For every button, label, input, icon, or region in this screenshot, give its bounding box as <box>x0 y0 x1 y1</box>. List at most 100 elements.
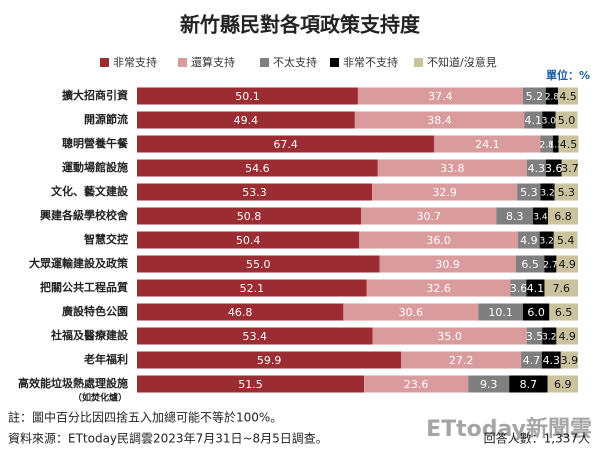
value-label: 4.9 <box>558 330 576 343</box>
legend-label: 不太支持 <box>273 55 317 69</box>
value-label: 8.7 <box>520 378 538 391</box>
respondents: 回答人數：1,337人 <box>484 431 590 446</box>
category-label: 開源節流 <box>84 112 128 126</box>
value-label: 67.4 <box>273 138 298 151</box>
value-label: 4.1 <box>524 114 542 127</box>
bar-segment <box>379 255 516 273</box>
value-label: 3.2 <box>540 189 554 199</box>
note: 資料來源：ETtoday民調雲2023年7月31日~8月5日調查。 <box>8 432 328 446</box>
value-label: 32.9 <box>432 186 457 199</box>
bar-segment <box>545 159 562 177</box>
bar-segment <box>372 327 527 345</box>
bar-segment <box>554 183 578 201</box>
value-label: 4.7 <box>523 354 541 367</box>
bar-segment <box>556 255 578 273</box>
bar-segment <box>542 111 556 129</box>
value-label: 5.0 <box>558 114 576 127</box>
bar-segment <box>558 87 578 105</box>
chart-title: 新竹縣民對各項政策支持度 <box>180 13 421 37</box>
bar-segment <box>359 231 519 249</box>
bar-segment <box>524 111 543 129</box>
bar-segment <box>522 87 546 105</box>
bar-segment <box>372 183 518 201</box>
bar-segment <box>561 159 578 177</box>
value-label: 30.6 <box>399 306 424 319</box>
category-label: 擴大招商引資 <box>62 88 128 102</box>
watermark: ETtoday新聞雲 <box>426 416 592 442</box>
bar-segment <box>364 375 469 393</box>
category-label: 大眾運輸建設及政策 <box>29 256 129 270</box>
value-label: 52.1 <box>240 282 265 295</box>
category-label: 智慧交控 <box>84 232 128 246</box>
category-label: 社福及醫療建設 <box>50 328 129 342</box>
value-label: 5.3 <box>520 186 538 199</box>
bar-segment <box>540 135 553 153</box>
category-label: 聰明營養午餐 <box>62 136 129 150</box>
bar-segment <box>552 135 559 153</box>
value-label: 30.7 <box>416 210 441 223</box>
bar-segment <box>354 111 525 129</box>
legend-label: 還算支持 <box>191 55 235 69</box>
bar-segment <box>509 375 548 393</box>
value-label: 37.4 <box>428 90 453 103</box>
category-label: 老年福利 <box>83 352 128 366</box>
bar-segment <box>544 255 557 273</box>
value-label: 3.7 <box>561 162 579 175</box>
value-label: 6.5 <box>555 306 573 319</box>
legend-swatch <box>260 58 269 67</box>
value-label: 32.6 <box>426 282 451 295</box>
value-label: 5.3 <box>558 186 576 199</box>
bar-segment <box>137 111 355 129</box>
bar-segment <box>556 327 578 345</box>
bar-segment <box>533 207 549 225</box>
bar-segment <box>526 159 546 177</box>
bar-segment <box>137 135 435 153</box>
bar-segment <box>539 231 554 249</box>
value-label: 53.4 <box>242 330 267 343</box>
value-label: 55.0 <box>246 258 271 271</box>
bar-segment <box>549 303 578 321</box>
unit-label: 單位：% <box>546 68 590 82</box>
bar-segment <box>137 279 367 297</box>
category-label: 高效能垃圾熱處理設施 <box>18 376 128 390</box>
value-label: 59.9 <box>257 354 282 367</box>
bar-segment <box>555 111 578 129</box>
bar-segment <box>137 375 365 393</box>
bar-segment <box>357 87 523 105</box>
category-label: 把關公共工程品質 <box>40 280 128 294</box>
bar-segment <box>548 207 578 225</box>
value-label: 7.6 <box>552 282 570 295</box>
bar-segment <box>468 375 510 393</box>
bar-segment <box>553 231 578 249</box>
value-label: 5.4 <box>557 234 575 247</box>
bar-segment <box>515 255 545 273</box>
value-label: 4.9 <box>520 234 538 247</box>
legend-label: 不知道/沒意見 <box>427 55 497 69</box>
value-label: 4.9 <box>558 258 576 271</box>
value-label: 2.8 <box>540 141 555 151</box>
value-label: 1.3 <box>549 141 563 151</box>
bar-segment <box>137 255 380 273</box>
legend-swatch <box>330 58 339 67</box>
bar-segment <box>496 207 534 225</box>
legend-swatch <box>100 58 109 67</box>
bar-segment <box>366 279 511 297</box>
value-label: 3.0 <box>542 117 557 127</box>
bar-segment <box>526 327 543 345</box>
note: 註：圖中百分比因四捨五入加總可能不等於100%。 <box>8 410 282 425</box>
bar-segment <box>521 351 542 369</box>
bar-segment <box>526 279 545 297</box>
value-label: 3.5 <box>526 330 544 343</box>
bar-segment <box>137 303 344 321</box>
bar-segment <box>542 327 557 345</box>
bar-segment <box>560 351 578 369</box>
category-label: 文化、藝文建設 <box>51 184 129 198</box>
bar-segment <box>137 327 373 345</box>
bar-segment <box>401 351 522 369</box>
bar-segment <box>137 183 373 201</box>
value-label: 23.6 <box>404 378 429 391</box>
value-label: 6.0 <box>527 306 545 319</box>
value-label: 4.3 <box>543 354 561 367</box>
value-label: 38.4 <box>427 114 452 127</box>
value-label: 49.4 <box>234 114 259 127</box>
